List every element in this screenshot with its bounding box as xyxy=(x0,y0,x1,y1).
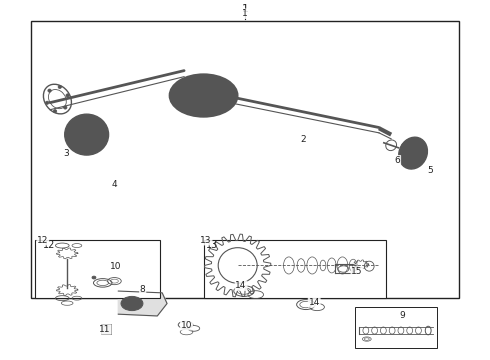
Ellipse shape xyxy=(402,159,405,162)
Text: 15: 15 xyxy=(351,267,363,276)
Ellipse shape xyxy=(180,81,184,83)
Text: 6: 6 xyxy=(394,156,400,165)
Text: 1: 1 xyxy=(242,9,248,18)
Text: 12: 12 xyxy=(43,240,55,250)
Text: 13: 13 xyxy=(200,236,212,245)
Ellipse shape xyxy=(232,94,236,96)
Text: 13: 13 xyxy=(206,240,218,250)
Ellipse shape xyxy=(46,101,49,104)
Text: 4: 4 xyxy=(112,180,117,189)
Ellipse shape xyxy=(64,106,67,109)
Ellipse shape xyxy=(202,75,205,77)
Ellipse shape xyxy=(121,296,143,311)
Text: 12: 12 xyxy=(37,236,49,245)
Ellipse shape xyxy=(180,108,184,111)
Ellipse shape xyxy=(223,81,227,83)
Ellipse shape xyxy=(53,109,57,113)
Text: 14: 14 xyxy=(309,298,320,307)
Ellipse shape xyxy=(202,114,205,116)
Bar xyxy=(35,239,160,298)
Text: 2: 2 xyxy=(301,135,306,144)
Ellipse shape xyxy=(223,108,227,111)
Ellipse shape xyxy=(172,94,175,96)
Ellipse shape xyxy=(170,74,238,117)
Text: 10: 10 xyxy=(110,262,121,271)
Ellipse shape xyxy=(65,114,109,155)
Text: 5: 5 xyxy=(427,166,433,175)
Ellipse shape xyxy=(92,276,96,279)
Text: 9: 9 xyxy=(399,311,405,320)
Text: 10: 10 xyxy=(181,321,192,330)
Bar xyxy=(30,21,460,298)
Polygon shape xyxy=(118,291,167,316)
Ellipse shape xyxy=(83,132,90,137)
Text: 1: 1 xyxy=(242,4,248,14)
Text: 8: 8 xyxy=(140,285,146,294)
Bar xyxy=(101,324,111,334)
Ellipse shape xyxy=(399,137,427,169)
Text: 11: 11 xyxy=(99,325,111,334)
Ellipse shape xyxy=(48,89,51,92)
Ellipse shape xyxy=(402,144,405,147)
Bar xyxy=(355,307,438,348)
Bar xyxy=(203,239,386,298)
Text: 3: 3 xyxy=(63,149,69,158)
Text: 14: 14 xyxy=(235,281,247,290)
Ellipse shape xyxy=(416,165,418,167)
Ellipse shape xyxy=(416,139,418,142)
Ellipse shape xyxy=(58,85,62,89)
Ellipse shape xyxy=(66,94,70,97)
Ellipse shape xyxy=(424,152,427,154)
